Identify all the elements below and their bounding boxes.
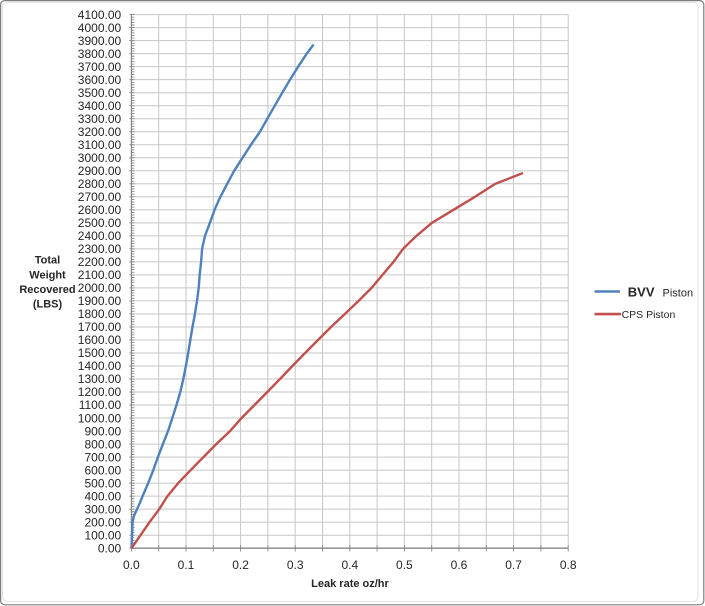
svg-text:2200.00: 2200.00 — [78, 255, 122, 269]
svg-text:BVV: BVV — [628, 285, 655, 300]
svg-text:3200.00: 3200.00 — [78, 125, 122, 139]
svg-text:800.00: 800.00 — [84, 437, 121, 451]
svg-text:0.1: 0.1 — [178, 558, 195, 572]
svg-text:500.00: 500.00 — [84, 476, 121, 490]
svg-text:600.00: 600.00 — [84, 463, 121, 477]
svg-text:200.00: 200.00 — [84, 515, 121, 529]
svg-text:2500.00: 2500.00 — [78, 216, 122, 230]
svg-text:3700.00: 3700.00 — [78, 60, 122, 74]
svg-text:Total: Total — [35, 255, 60, 267]
svg-text:3300.00: 3300.00 — [78, 112, 122, 126]
svg-text:900.00: 900.00 — [84, 424, 121, 438]
svg-text:1500.00: 1500.00 — [78, 346, 122, 360]
svg-text:1600.00: 1600.00 — [78, 333, 122, 347]
svg-text:2900.00: 2900.00 — [78, 164, 122, 178]
svg-text:2600.00: 2600.00 — [78, 203, 122, 217]
svg-text:1700.00: 1700.00 — [78, 320, 122, 334]
svg-text:2300.00: 2300.00 — [78, 242, 122, 256]
svg-text:Weight: Weight — [29, 269, 66, 281]
svg-text:1000.00: 1000.00 — [78, 411, 122, 425]
svg-text:1100.00: 1100.00 — [79, 398, 122, 412]
svg-text:0.4: 0.4 — [341, 558, 358, 572]
svg-text:0.8: 0.8 — [560, 558, 577, 572]
svg-text:(LBS): (LBS) — [33, 299, 63, 311]
svg-text:0.00: 0.00 — [98, 541, 122, 555]
svg-text:CPS Piston: CPS Piston — [622, 309, 676, 321]
svg-text:3100.00: 3100.00 — [78, 138, 122, 152]
svg-text:0.7: 0.7 — [505, 558, 522, 572]
svg-text:3800.00: 3800.00 — [78, 47, 122, 61]
svg-text:3400.00: 3400.00 — [78, 99, 122, 113]
svg-text:2700.00: 2700.00 — [78, 190, 122, 204]
svg-text:300.00: 300.00 — [84, 502, 121, 516]
svg-text:1400.00: 1400.00 — [78, 359, 122, 373]
svg-text:4100.00: 4100.00 — [78, 8, 122, 22]
svg-text:2400.00: 2400.00 — [78, 229, 122, 243]
svg-text:3600.00: 3600.00 — [78, 73, 122, 87]
svg-text:2100.00: 2100.00 — [78, 268, 122, 282]
svg-text:3000.00: 3000.00 — [78, 151, 122, 165]
svg-text:1900.00: 1900.00 — [78, 294, 122, 308]
svg-text:Recovered: Recovered — [19, 284, 75, 296]
svg-text:2000.00: 2000.00 — [78, 281, 122, 295]
svg-text:1200.00: 1200.00 — [78, 385, 122, 399]
svg-text:0.6: 0.6 — [451, 558, 468, 572]
svg-text:4000.00: 4000.00 — [78, 21, 122, 35]
svg-text:700.00: 700.00 — [84, 450, 121, 464]
svg-text:3500.00: 3500.00 — [78, 86, 122, 100]
svg-text:1800.00: 1800.00 — [78, 307, 122, 321]
svg-text:0.0: 0.0 — [123, 558, 140, 572]
svg-text:3900.00: 3900.00 — [78, 34, 122, 48]
svg-text:Leak rate oz/hr: Leak rate oz/hr — [311, 578, 389, 590]
svg-text:100.00: 100.00 — [84, 528, 121, 542]
svg-text:0.5: 0.5 — [396, 558, 413, 572]
svg-text:400.00: 400.00 — [84, 489, 121, 503]
svg-text:0.3: 0.3 — [287, 558, 304, 572]
svg-text:Piston: Piston — [663, 287, 694, 299]
svg-text:1300.00: 1300.00 — [78, 372, 122, 386]
svg-text:2800.00: 2800.00 — [78, 177, 122, 191]
svg-text:0.2: 0.2 — [232, 558, 249, 572]
